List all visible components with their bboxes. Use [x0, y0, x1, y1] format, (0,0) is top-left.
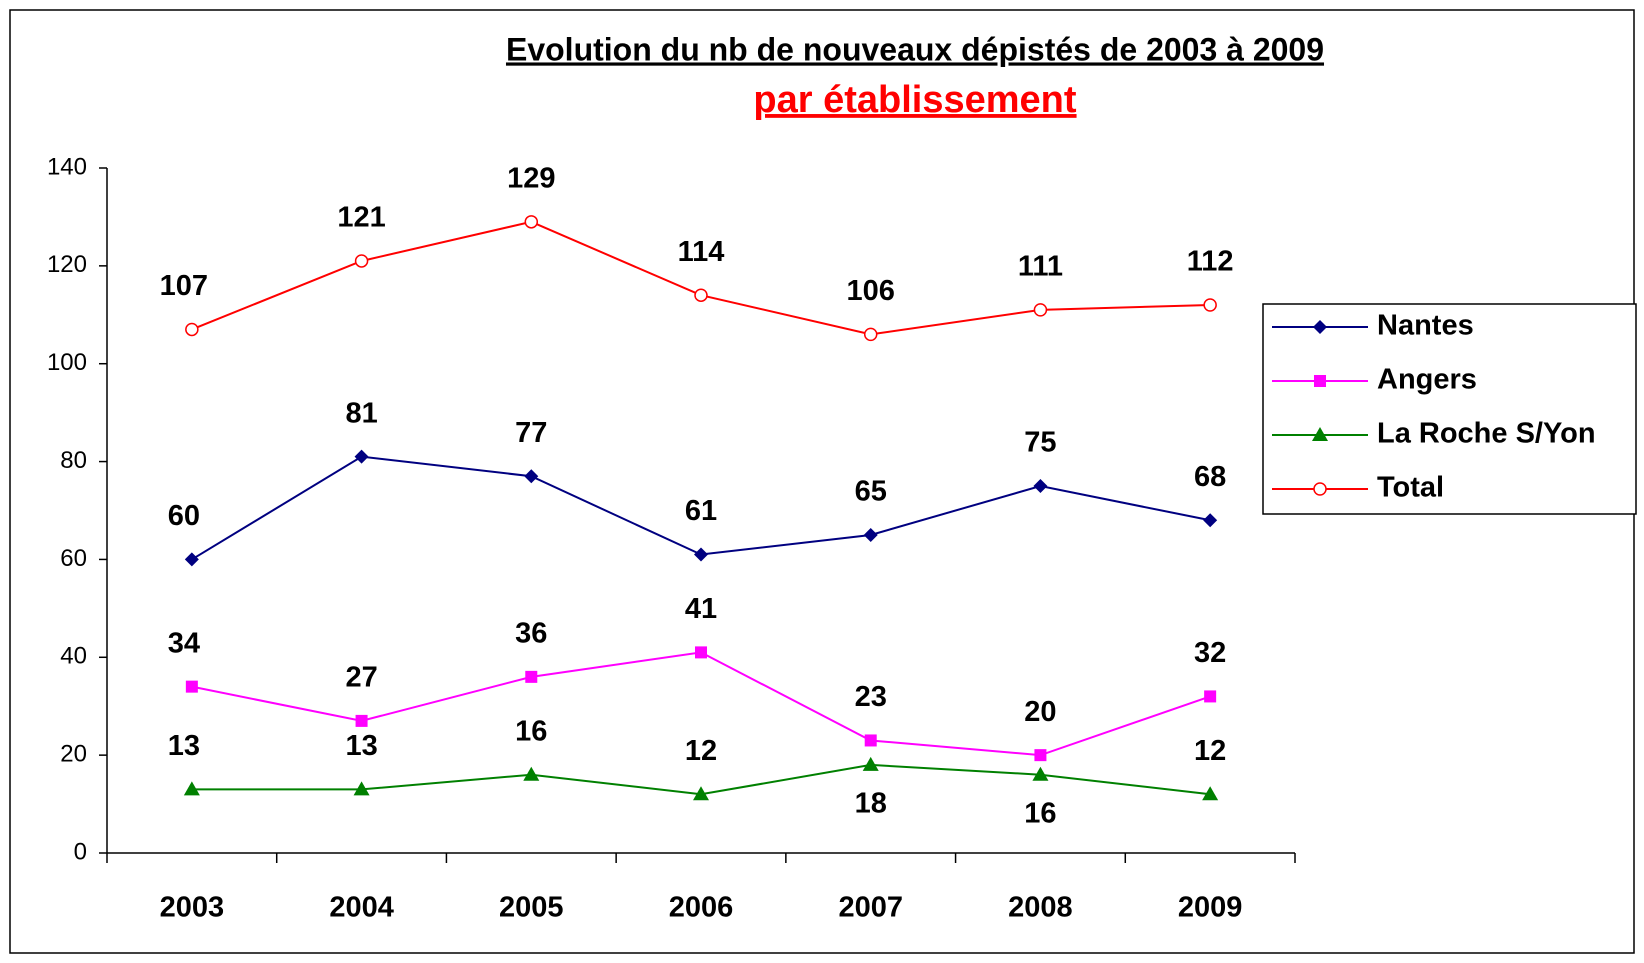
data-label: 60 — [168, 500, 200, 532]
data-label: 41 — [685, 593, 717, 625]
data-point — [1033, 479, 1048, 494]
data-point — [863, 527, 878, 542]
data-point — [524, 215, 539, 229]
data-point — [693, 786, 709, 801]
data-point — [523, 766, 540, 781]
data-label: 107 — [160, 270, 208, 302]
y-tick-label: 20 — [60, 740, 87, 767]
x-tick-label: 2005 — [499, 892, 564, 924]
data-label: 111 — [1018, 251, 1063, 283]
data-point — [1034, 749, 1047, 762]
data-label: 12 — [1194, 735, 1226, 767]
data-point — [694, 547, 708, 562]
data-label: 18 — [855, 788, 887, 820]
legend-marker — [1313, 320, 1327, 334]
data-label: 13 — [345, 730, 377, 762]
legend-marker — [1314, 375, 1326, 387]
y-tick-label: 140 — [47, 153, 87, 180]
data-point — [1202, 786, 1219, 801]
legend-label: Nantes — [1377, 310, 1474, 342]
y-tick-label: 0 — [74, 838, 87, 865]
x-tick-label: 2008 — [1008, 892, 1073, 924]
data-point — [183, 781, 200, 796]
data-label: 13 — [168, 730, 200, 762]
data-point — [354, 254, 369, 268]
data-point — [1032, 766, 1049, 781]
data-point — [1033, 303, 1048, 317]
data-label: 112 — [1187, 246, 1234, 278]
data-point — [864, 734, 877, 747]
legend-label: La Roche S/Yon — [1377, 418, 1596, 450]
data-point — [1203, 513, 1218, 528]
x-tick-label: 2004 — [329, 892, 394, 924]
data-point — [1204, 690, 1217, 703]
data-point — [353, 781, 370, 796]
data-point — [694, 288, 708, 302]
y-tick-label: 100 — [47, 349, 87, 376]
legend-box — [1262, 303, 1637, 515]
data-label: 106 — [847, 275, 895, 307]
legend-label: Angers — [1377, 364, 1477, 396]
data-label: 121 — [337, 202, 385, 234]
data-label: 12 — [685, 735, 717, 767]
data-point — [355, 714, 368, 727]
x-tick-label: 2006 — [669, 892, 734, 924]
data-label: 77 — [515, 417, 547, 449]
data-point — [862, 756, 879, 771]
data-label: 81 — [345, 397, 377, 429]
data-label: 16 — [515, 715, 547, 747]
data-label: 27 — [345, 662, 377, 694]
data-label: 36 — [515, 618, 547, 650]
data-label: 32 — [1194, 637, 1226, 669]
chart-title: Evolution du nb de nouveaux dépistés de … — [506, 31, 1324, 67]
data-label: 16 — [1024, 797, 1056, 829]
data-point — [185, 322, 199, 337]
data-point — [525, 670, 538, 683]
data-point — [695, 646, 707, 659]
y-tick-label: 40 — [60, 643, 87, 670]
data-point — [185, 680, 198, 693]
y-tick-label: 80 — [60, 447, 87, 474]
data-point — [863, 327, 878, 342]
data-label: 75 — [1024, 427, 1056, 459]
chart-subtitle: par établissement — [753, 79, 1076, 121]
data-label: 23 — [855, 681, 887, 713]
data-point — [354, 449, 369, 464]
x-tick-label: 2007 — [838, 892, 903, 924]
y-tick-label: 60 — [60, 545, 87, 572]
data-point — [1203, 298, 1217, 312]
data-label: 34 — [168, 627, 200, 659]
legend-marker — [1312, 427, 1328, 441]
y-tick-label: 120 — [47, 251, 87, 278]
data-label: 114 — [678, 236, 725, 268]
legend-label: Total — [1377, 472, 1444, 504]
data-label: 20 — [1024, 696, 1056, 728]
x-tick-label: 2009 — [1178, 892, 1243, 924]
data-point — [524, 469, 539, 484]
data-point — [184, 552, 199, 567]
data-label: 65 — [855, 476, 887, 508]
data-label: 68 — [1194, 461, 1226, 493]
data-label: 61 — [685, 495, 717, 527]
legend-marker — [1313, 482, 1327, 496]
data-label: 129 — [507, 162, 555, 194]
x-tick-label: 2003 — [160, 892, 225, 924]
